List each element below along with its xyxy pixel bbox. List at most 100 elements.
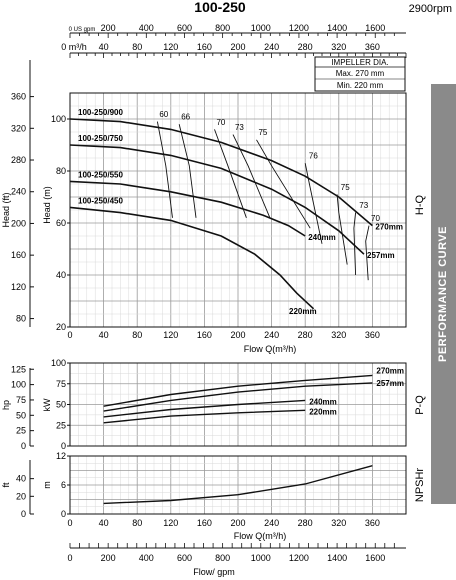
npsh-curve-label: NPSHr <box>414 468 426 503</box>
y-tick-label: 60 <box>56 218 66 228</box>
x-axis-title: Flow Q(m³/h) <box>234 531 287 541</box>
pq-series-label: 220mm <box>309 407 337 416</box>
plot-frame <box>69 92 407 328</box>
hq-curve-label: H-Q <box>414 194 426 215</box>
x-tick-label: 200 <box>230 330 245 340</box>
y2-axis-title: Head (ft) <box>1 192 11 227</box>
y-tick-label: 100 <box>51 114 66 124</box>
efficiency-line <box>178 124 197 218</box>
x-tick-label: 280 <box>298 518 313 528</box>
top-m3h-tick-label: 40 <box>99 42 109 52</box>
pq-curve-240mm <box>103 399 306 418</box>
model-title: 100-250 <box>194 0 246 15</box>
y-tick-label: 6 <box>61 480 66 490</box>
bottom-gpm-tick-label: 800 <box>215 553 230 563</box>
top-m3h-tick-label: 80 <box>132 42 142 52</box>
y2-tick-label: 200 <box>11 218 26 228</box>
y-tick-label: 20 <box>56 322 66 332</box>
efficiency-line <box>304 163 323 244</box>
top-m3h-tick-label: 320 <box>331 42 346 52</box>
x-tick-label: 280 <box>298 330 313 340</box>
y2-tick-label: 240 <box>11 187 26 197</box>
y2-tick-label: 50 <box>16 410 26 420</box>
side-band <box>431 84 456 504</box>
top-gpm-tick-label: 1600 <box>365 23 385 33</box>
impeller-box: IMPELLER DIA. Max. 270 mm Min. 220 mm <box>314 56 406 92</box>
x-tick-label: 160 <box>197 518 212 528</box>
bottom-gpm-tick-label: 1000 <box>251 553 271 563</box>
top-gpm-tick-label: 1000 <box>251 23 271 33</box>
hq-series-name: 100-250/750 <box>78 134 123 143</box>
y2-tick-label: 280 <box>11 155 26 165</box>
efficiency-line <box>365 225 370 281</box>
y-tick-label: 40 <box>56 270 66 280</box>
bottom-gpm-title: Flow/ gpm <box>193 567 235 577</box>
x-tick-label: 40 <box>99 518 109 528</box>
efficiency-line <box>232 134 271 218</box>
y2-tick-label: 120 <box>11 282 26 292</box>
y-tick-label: 12 <box>56 451 66 461</box>
y-tick-label: 25 <box>56 420 66 430</box>
hq-curve-257mm <box>69 144 365 255</box>
y-tick-label: 0 <box>61 441 66 451</box>
x-tick-label: 40 <box>99 330 109 340</box>
speed-label: 2900rpm <box>409 3 452 15</box>
x-tick-label: 360 <box>365 518 380 528</box>
efficiency-line <box>256 139 311 229</box>
hq-diameter-label: 270mm <box>375 223 403 232</box>
efficiency-line <box>156 121 173 218</box>
hq-diameter-label: 220mm <box>289 307 317 316</box>
x-tick-label: 0 <box>67 330 72 340</box>
impeller-max: Max. 270 mm <box>336 69 385 78</box>
impeller-title: IMPELLER DIA. <box>331 58 388 67</box>
y-tick-label: 0 <box>61 509 66 519</box>
y2-tick-label: 80 <box>16 314 26 324</box>
top-m3h-tick-label: 360 <box>365 42 380 52</box>
x-tick-label: 80 <box>132 330 142 340</box>
x-tick-label: 320 <box>331 330 346 340</box>
bottom-gpm-tick-label: 1600 <box>365 553 385 563</box>
x-tick-label: 120 <box>163 330 178 340</box>
bottom-gpm-tick-label: 0 <box>67 553 72 563</box>
hq-series-name: 100-250/900 <box>78 108 123 117</box>
y-tick-label: 80 <box>56 166 66 176</box>
y2-tick-label: 20 <box>16 491 26 501</box>
y2-tick-label: 320 <box>11 123 26 133</box>
pq-series-label: 257mm <box>376 379 404 388</box>
top-gpm-tick-label: 1400 <box>327 23 347 33</box>
x-tick-label: 360 <box>365 330 380 340</box>
pq-curve-label: P-Q <box>414 395 426 415</box>
top-gpm-tick-label: 600 <box>177 23 192 33</box>
top-gpm-tick-label: 0 US gpm <box>69 27 96 33</box>
top-m3h-tick-label: 0 m³/h <box>61 42 87 52</box>
hq-series-name: 100-250/550 <box>78 170 123 179</box>
efficiency-label: 70 <box>216 118 225 127</box>
efficiency-label: 76 <box>309 152 318 161</box>
y-tick-label: 50 <box>56 400 66 410</box>
top-gpm-tick-label: 200 <box>101 23 116 33</box>
efficiency-line <box>353 212 357 276</box>
pq-curve-220mm <box>103 409 306 424</box>
bottom-gpm-tick-label: 200 <box>101 553 116 563</box>
hq-curve-270mm <box>69 118 373 227</box>
x-tick-label: 0 <box>67 518 72 528</box>
pq-chart: 0 25 50 75 100 0 25 50 75 100 125 hp kW P-Q 270mm 257mm… <box>1 358 426 451</box>
x-tick-label: 160 <box>197 330 212 340</box>
y-axis-title: kW <box>42 398 52 412</box>
y2-tick-label: 100 <box>11 380 26 390</box>
x-tick-label: 320 <box>331 518 346 528</box>
y2-tick-label: 25 <box>16 426 26 436</box>
top-m3h-tick-label: 160 <box>197 42 212 52</box>
efficiency-label: 75 <box>258 128 267 137</box>
x-tick-label: 240 <box>264 330 279 340</box>
bottom-gpm-tick-label: 400 <box>139 553 154 563</box>
y2-tick-label: 125 <box>11 364 26 374</box>
y-axis-title: m <box>42 481 52 489</box>
y2-tick-label: 75 <box>16 395 26 405</box>
efficiency-label: 66 <box>181 113 190 122</box>
pq-curve-257mm <box>103 382 373 412</box>
npsh-curve <box>103 465 373 505</box>
y-tick-label: 75 <box>56 379 66 389</box>
